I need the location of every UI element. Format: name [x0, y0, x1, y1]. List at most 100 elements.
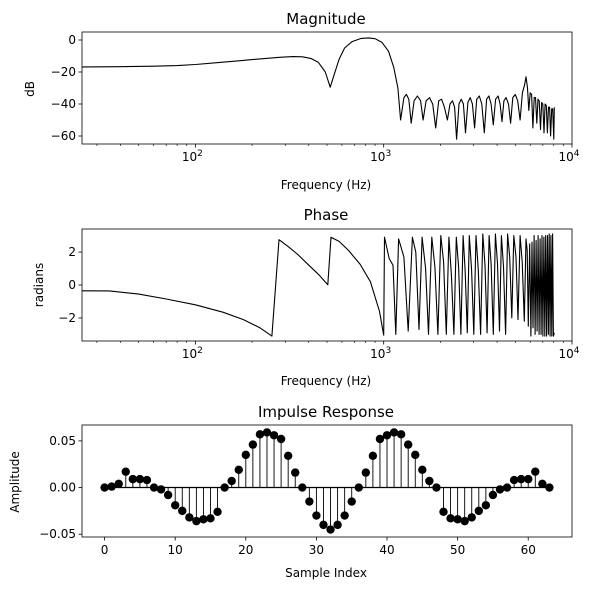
stem-marker — [467, 513, 476, 522]
stem-marker — [248, 440, 258, 449]
stem-marker — [283, 451, 293, 460]
magnitude-xlabel: Frequency (Hz) — [281, 178, 372, 192]
stem-marker — [531, 467, 540, 476]
stem-marker — [170, 501, 180, 510]
impulse-marks — [100, 428, 554, 534]
stem-marker — [227, 476, 236, 486]
stem-marker — [149, 483, 159, 492]
stem-marker — [234, 465, 243, 474]
stem-marker — [262, 428, 272, 437]
stem-marker — [220, 483, 229, 492]
x-tick-label: 10 — [168, 543, 183, 557]
stem-marker — [114, 479, 123, 488]
stem-marker — [502, 483, 512, 492]
phase-ticks: 102 103 104 2 0 −2 — [58, 245, 579, 361]
stem-marker — [396, 430, 406, 439]
stem-marker — [382, 431, 392, 440]
x-tick-label: 102 — [182, 149, 203, 164]
phase-axes-frame — [81, 228, 573, 342]
stem-marker — [333, 520, 342, 530]
stem-marker — [516, 474, 526, 484]
stem-marker — [439, 507, 448, 516]
stem-marker — [488, 490, 498, 500]
stem-marker — [192, 516, 201, 526]
magnitude-axes-frame — [81, 31, 573, 145]
stem-marker — [368, 451, 378, 460]
stem-marker — [178, 506, 187, 516]
stem-marker — [107, 482, 116, 491]
phase-marks — [81, 233, 555, 337]
x-tick-label: 50 — [450, 543, 465, 557]
stem-marker — [213, 507, 222, 516]
stem-marker — [453, 515, 462, 524]
y-tick-label: 2 — [68, 245, 76, 259]
stem-marker — [524, 474, 533, 484]
stem-marker — [276, 434, 286, 444]
y-tick-label: 0 — [68, 278, 76, 292]
stem-marker — [347, 497, 356, 506]
stem-marker — [319, 520, 328, 530]
stem-marker — [206, 514, 215, 523]
stem-marker — [156, 485, 166, 494]
x-tick-label: 104 — [558, 149, 579, 164]
phase-ylabel: radians — [32, 263, 46, 307]
stem-marker — [269, 431, 279, 440]
stem-marker — [509, 475, 519, 485]
impulse-ylabel: Amplitude — [8, 451, 22, 513]
stem-marker — [241, 450, 251, 460]
y-tick-label: 0.05 — [49, 434, 76, 448]
stem-marker — [411, 450, 420, 460]
x-tick-label: 102 — [182, 346, 203, 361]
stem-marker — [298, 483, 307, 492]
impulse-title: Impulse Response — [258, 403, 394, 421]
stem-marker — [305, 497, 314, 506]
x-tick-label: 103 — [370, 346, 391, 361]
y-tick-label: 0.00 — [49, 481, 76, 495]
stem-marker — [538, 479, 547, 488]
impulse-panel: Impulse Response Sample Index Amplitude … — [8, 403, 573, 580]
magnitude-ylabel: dB — [23, 81, 37, 97]
impulse-ticks: 0 10 20 30 40 50 60 0.05 0.00 −0.05 — [39, 434, 536, 557]
x-tick-label: 60 — [521, 543, 536, 557]
stem-marker — [312, 511, 321, 520]
stem-marker — [163, 490, 173, 500]
series-line — [81, 233, 555, 337]
stem-marker — [354, 483, 363, 492]
stem-marker — [425, 476, 434, 486]
stem-marker — [361, 468, 371, 477]
stem-marker — [418, 465, 427, 474]
stem-marker — [199, 515, 208, 524]
magnitude-marks — [81, 37, 555, 140]
x-tick-label: 20 — [238, 543, 253, 557]
stem-marker — [326, 525, 335, 534]
stem-marker — [121, 467, 130, 476]
series-line — [81, 37, 555, 140]
x-tick-label: 0 — [101, 543, 109, 557]
phase-panel: Phase Frequency (Hz) radians 102 103 104 2 0… — [32, 206, 580, 388]
x-tick-label: 104 — [558, 346, 579, 361]
stem-marker — [291, 468, 300, 477]
stem-marker — [255, 430, 265, 439]
phase-xlabel: Frequency (Hz) — [281, 374, 372, 388]
stem-marker — [375, 434, 385, 444]
stem-marker — [545, 483, 554, 492]
impulse-xlabel: Sample Index — [285, 566, 367, 580]
magnitude-ticks: 102 103 104 0 −20 −40 −60 — [51, 33, 580, 164]
stem-marker — [432, 483, 441, 492]
stem-marker — [446, 514, 455, 523]
y-tick-label: −60 — [51, 129, 76, 143]
stem-marker — [100, 483, 109, 492]
stem-marker — [403, 440, 413, 449]
stem-marker — [142, 475, 152, 485]
impulse-axes-frame — [81, 424, 573, 538]
y-tick-label: 0 — [68, 33, 76, 47]
stem-marker — [460, 516, 469, 526]
stem-marker — [474, 506, 484, 516]
stem-marker — [340, 511, 349, 520]
y-tick-label: −2 — [58, 311, 76, 325]
stem-marker — [185, 513, 194, 522]
stem-marker — [128, 474, 138, 484]
stem-marker — [135, 474, 145, 484]
x-tick-label: 40 — [379, 543, 394, 557]
